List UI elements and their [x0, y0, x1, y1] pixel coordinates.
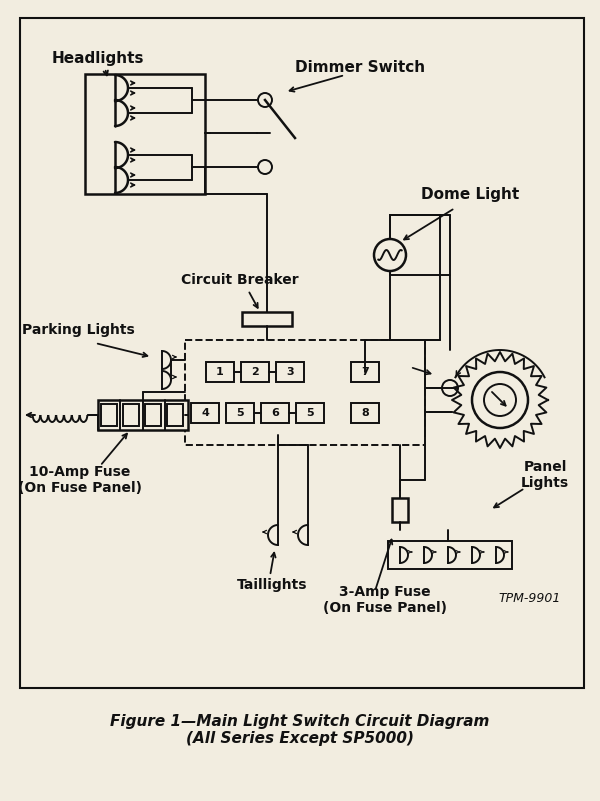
Bar	[167, 404, 183, 426]
Text: 4: 4	[201, 408, 209, 418]
Bar	[191, 403, 219, 423]
Bar	[101, 404, 117, 426]
Bar	[241, 362, 269, 382]
Text: Circuit Breaker: Circuit Breaker	[181, 273, 299, 287]
Text: Dimmer Switch: Dimmer Switch	[295, 61, 425, 75]
Text: 3: 3	[286, 367, 294, 377]
Text: Figure 1—Main Light Switch Circuit Diagram
(All Series Except SP5000): Figure 1—Main Light Switch Circuit Diagr…	[110, 714, 490, 747]
Text: 8: 8	[361, 408, 369, 418]
Bar	[351, 362, 379, 382]
Text: 5: 5	[306, 408, 314, 418]
Bar	[145, 404, 161, 426]
Text: 5: 5	[236, 408, 244, 418]
Bar	[261, 403, 289, 423]
Text: 2: 2	[251, 367, 259, 377]
Bar	[20, 18, 584, 688]
Bar	[85, 74, 205, 194]
Bar	[276, 362, 304, 382]
Bar	[185, 340, 425, 445]
Bar	[296, 403, 324, 423]
Text: Dome Light: Dome Light	[421, 187, 519, 203]
Bar	[98, 400, 188, 430]
Text: 3-Amp Fuse
(On Fuse Panel): 3-Amp Fuse (On Fuse Panel)	[323, 585, 447, 615]
Text: 6: 6	[271, 408, 279, 418]
Bar	[392, 498, 408, 522]
Bar	[206, 362, 234, 382]
Text: 10-Amp Fuse
(On Fuse Panel): 10-Amp Fuse (On Fuse Panel)	[18, 465, 142, 495]
Text: 1: 1	[216, 367, 224, 377]
Text: Parking Lights: Parking Lights	[22, 323, 134, 337]
Text: Panel
Lights: Panel Lights	[521, 460, 569, 490]
Bar	[351, 403, 379, 423]
Bar	[123, 404, 139, 426]
Bar	[226, 403, 254, 423]
Text: 7: 7	[361, 367, 369, 377]
Text: TPM-9901: TPM-9901	[499, 591, 561, 605]
Bar	[388, 541, 512, 569]
Text: Taillights: Taillights	[237, 578, 307, 592]
Bar	[242, 312, 292, 326]
Text: Headlights: Headlights	[52, 50, 144, 66]
